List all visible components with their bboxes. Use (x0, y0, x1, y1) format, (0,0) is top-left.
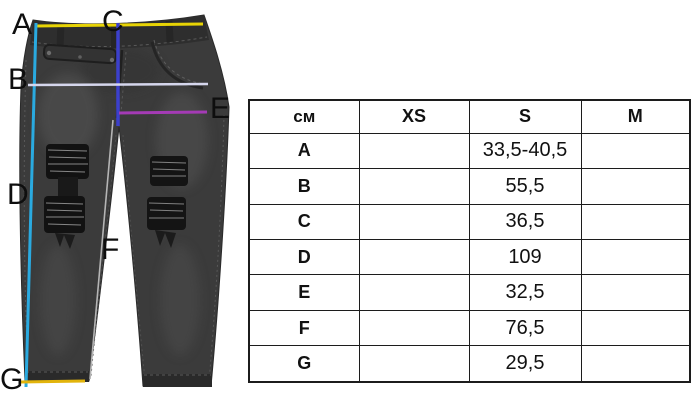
measurement-line-g (19, 379, 86, 384)
label-f: F (101, 233, 119, 266)
cell-s: 76,5 (468, 309, 582, 347)
size-table: см XS S M A 33,5-40,5 B 55,5 C 36,5 (248, 99, 691, 383)
measurement-line-e (118, 110, 208, 115)
table-header-row: см XS S M (248, 99, 691, 134)
row-label: F (248, 309, 360, 347)
label-e: E (210, 92, 230, 125)
measurement-line-d (24, 22, 38, 388)
table-header-unit: см (248, 99, 360, 134)
cell-s: 33,5-40,5 (468, 132, 582, 170)
cell-m (580, 238, 691, 276)
jeans-silhouette (19, 14, 230, 387)
table-row-c: C 36,5 (248, 203, 691, 240)
denim-wash-highlights (38, 48, 208, 355)
cell-xs (358, 309, 470, 347)
cell-s: 36,5 (468, 203, 582, 240)
cell-xs (358, 274, 470, 311)
table-row-e: E 32,5 (248, 274, 691, 311)
table-header-size-s: S (468, 99, 582, 134)
table-row-a: A 33,5-40,5 (248, 132, 691, 170)
row-label: B (248, 168, 360, 205)
cell-m (580, 168, 691, 205)
table-header-size-xs: XS (358, 99, 470, 134)
row-label: A (248, 132, 360, 170)
measurement-line-b (27, 82, 209, 87)
cell-m (580, 132, 691, 170)
label-d: D (7, 178, 29, 211)
label-b: B (8, 63, 28, 96)
row-label: G (248, 345, 360, 383)
measurement-labels: A B C D E F G (0, 5, 230, 396)
cell-m (580, 274, 691, 311)
cell-m (580, 309, 691, 347)
table-header-size-m: M (580, 99, 691, 134)
left-pocket (42, 43, 118, 65)
cell-xs (358, 345, 470, 383)
label-c: C (102, 5, 124, 38)
measurement-lines (19, 22, 209, 388)
cell-s: 29,5 (468, 345, 582, 383)
label-g: G (0, 363, 23, 396)
row-label: C (248, 203, 360, 240)
cell-xs (358, 238, 470, 276)
table-row-g: G 29,5 (248, 345, 691, 383)
cell-xs (358, 132, 470, 170)
label-a: A (12, 8, 32, 41)
table-row-d: D 109 (248, 238, 691, 276)
right-knee-rips (147, 156, 188, 248)
table-row-b: B 55,5 (248, 168, 691, 205)
left-knee-rips (44, 144, 89, 249)
table-row-f: F 76,5 (248, 309, 691, 347)
cell-s: 109 (468, 238, 582, 276)
cell-s: 32,5 (468, 274, 582, 311)
row-label: E (248, 274, 360, 311)
jeans-measurement-figure: A B C D E F G (0, 0, 248, 400)
cell-xs (358, 168, 470, 205)
cell-xs (358, 203, 470, 240)
cell-s: 55,5 (468, 168, 582, 205)
leg-hems (25, 371, 212, 387)
cell-m (580, 203, 691, 240)
cell-m (580, 345, 691, 383)
jeans-image: A B C D E F G (0, 5, 230, 396)
measurement-line-f (89, 119, 114, 380)
belt-loops (56, 20, 174, 48)
row-label: D (248, 238, 360, 276)
right-pocket (150, 39, 205, 90)
